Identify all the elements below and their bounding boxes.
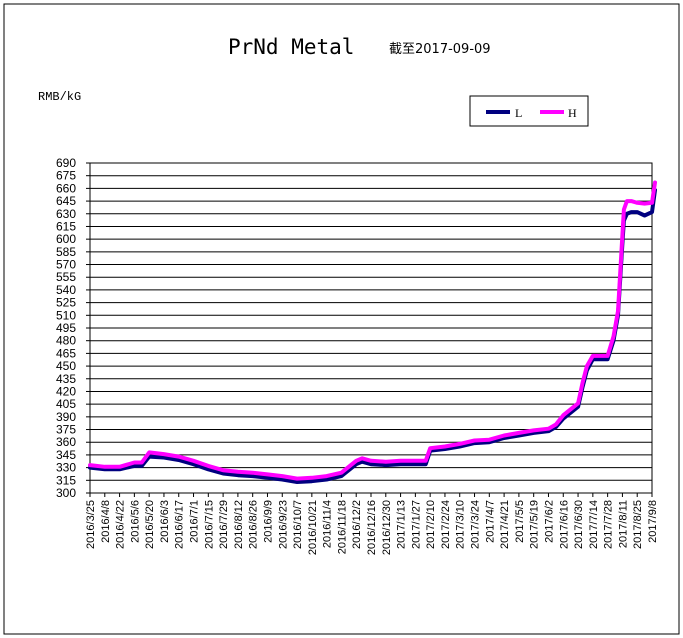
x-axis-tick-labels: 2016/3/25 2016/4/8 2016/4/22 2016/5/6 2016/5…	[85, 493, 659, 555]
x-tick-label: 2017/1/13	[396, 500, 408, 549]
y-axis-tick-labels: 3003153303453603753904054204354504654804…	[56, 156, 76, 500]
y-tick-label: 660	[56, 181, 76, 195]
chart-title: PrNd Metal	[228, 35, 354, 59]
y-tick-label: 555	[56, 270, 76, 284]
x-tick-label: 2016/4/22	[115, 500, 127, 549]
x-tick-label: 2016/9/23	[277, 500, 289, 549]
x-tick-label: 2016/8/26	[248, 500, 260, 549]
x-tick-label: 2017/6/2	[543, 500, 555, 543]
x-tick-label: 2017/2/10	[425, 500, 437, 549]
x-tick-label: 2017/2/24	[440, 500, 452, 549]
y-tick-label: 315	[56, 473, 76, 487]
x-tick-label: 2017/9/8	[647, 500, 659, 543]
y-tick-label: 480	[56, 334, 76, 348]
y-tick-label: 420	[56, 384, 76, 398]
chart-subtitle: 截至2017-09-09	[389, 42, 491, 57]
x-tick-label: 2016/3/25	[85, 500, 97, 549]
y-tick-label: 450	[56, 359, 76, 373]
y-axis-unit-label: RMB/kG	[38, 90, 81, 104]
y-tick-label: 570	[56, 258, 76, 272]
y-tick-label: 675	[56, 169, 76, 183]
y-tick-label: 375	[56, 423, 76, 437]
x-tick-label: 2016/12/16	[366, 500, 378, 555]
y-tick-label: 645	[56, 194, 76, 208]
y-tick-label: 405	[56, 397, 76, 411]
x-tick-label: 2017/6/30	[573, 500, 585, 549]
x-tick-label: 2016/12/30	[381, 500, 393, 555]
x-tick-label: 2016/5/20	[144, 500, 156, 549]
x-tick-label: 2016/4/8	[100, 500, 112, 543]
x-tick-label: 2016/9/9	[262, 500, 274, 543]
y-tick-label: 525	[56, 296, 76, 310]
y-tick-label: 435	[56, 372, 76, 386]
gridlines	[86, 162, 652, 494]
x-tick-label: 2016/7/1	[189, 500, 201, 543]
x-tick-label: 2016/8/12	[233, 500, 245, 549]
y-tick-label: 585	[56, 245, 76, 259]
x-tick-label: 2017/5/19	[529, 500, 541, 549]
y-tick-label: 600	[56, 232, 76, 246]
x-tick-label: 2016/11/4	[322, 500, 334, 548]
y-tick-label: 690	[56, 156, 76, 170]
y-tick-label: 465	[56, 346, 76, 360]
legend-label-h: H	[568, 106, 577, 120]
y-tick-label: 615	[56, 219, 76, 233]
legend: L H	[469, 95, 589, 127]
series-line-h	[88, 180, 657, 481]
y-tick-label: 495	[56, 321, 76, 335]
y-tick-label: 330	[56, 461, 76, 475]
y-tick-label: 510	[56, 308, 76, 322]
y-tick-label: 345	[56, 448, 76, 462]
x-tick-label: 2017/4/21	[499, 500, 511, 549]
x-tick-label: 2017/3/10	[455, 500, 467, 549]
x-tick-label: 2017/8/11	[617, 500, 629, 548]
x-tick-label: 2016/7/29	[218, 500, 230, 549]
y-tick-label: 360	[56, 435, 76, 449]
x-tick-label: 2017/5/5	[514, 500, 526, 543]
x-tick-label: 2016/7/15	[203, 500, 215, 549]
x-tick-label: 2016/6/17	[174, 500, 186, 549]
x-tick-label: 2017/4/7	[484, 500, 496, 543]
x-tick-label: 2017/1/27	[410, 500, 422, 549]
x-tick-label: 2017/7/28	[603, 500, 615, 549]
y-tick-label: 540	[56, 283, 76, 297]
series-layer	[88, 180, 657, 484]
x-tick-label: 2017/6/16	[558, 500, 570, 549]
x-tick-label: 2016/10/21	[307, 500, 319, 555]
y-tick-label: 300	[56, 486, 76, 500]
x-tick-label: 2016/11/18	[336, 500, 348, 554]
x-tick-label: 2016/10/7	[292, 500, 304, 549]
legend-label-l: L	[515, 106, 522, 120]
x-tick-label: 2017/3/24	[470, 500, 482, 549]
y-tick-label: 630	[56, 207, 76, 221]
x-tick-label: 2017/7/14	[588, 500, 600, 549]
x-tick-label: 2017/8/25	[632, 500, 644, 549]
x-tick-label: 2016/12/2	[351, 500, 363, 549]
x-tick-label: 2016/6/3	[159, 500, 171, 543]
y-tick-label: 390	[56, 410, 76, 424]
x-tick-label: 2016/5/6	[129, 500, 141, 543]
